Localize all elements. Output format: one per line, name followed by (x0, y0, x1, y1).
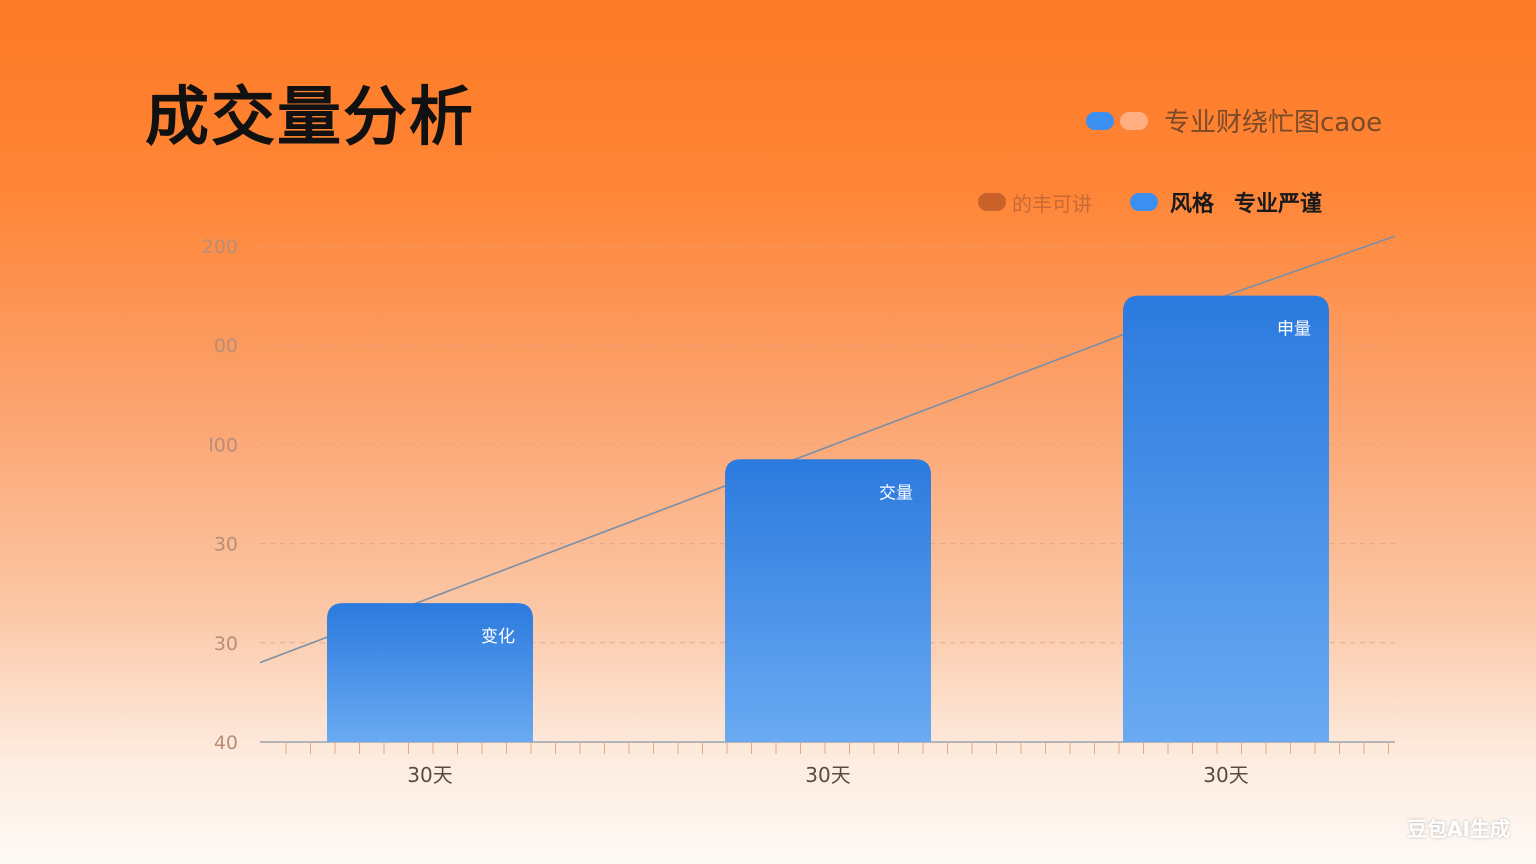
legend-swatch-blue (1086, 111, 1114, 130)
bar (725, 459, 931, 742)
y-tick-label: 30 (214, 534, 238, 556)
y-tick-label: l00 (209, 434, 238, 456)
legend-bottom: 的丰可讲 风格 专业严谨 (978, 186, 1322, 218)
legend-swatch-blue-2 (1130, 193, 1158, 211)
x-category-label: 30天 (805, 763, 850, 787)
bar (1123, 295, 1329, 742)
legend-top: 专业财绕忙图caoe (1086, 102, 1382, 139)
watermark: 豆包AI生成 (1407, 817, 1510, 841)
bar-label: 变化 (481, 627, 515, 647)
x-category-label: 30天 (1203, 763, 1248, 787)
page-title: 成交量分析 (145, 81, 475, 155)
legend-faded-text: 的丰可讲 (1012, 191, 1092, 216)
y-tick-label: 200 (202, 236, 238, 258)
bar-label: 申量 (1277, 320, 1311, 340)
bar (327, 603, 533, 742)
y-tick-label: 40 (214, 732, 238, 754)
legend-swatch-peach (1120, 111, 1148, 130)
x-category-label: 30天 (407, 763, 452, 787)
legend-label-rigorous: 专业严谨 (1234, 192, 1323, 217)
bar-label: 交量 (879, 483, 913, 503)
y-tick-label: 30 (214, 633, 238, 655)
legend-swatch-faded (978, 193, 1006, 211)
y-tick-label: 00 (214, 335, 238, 357)
legend-top-text: 专业财绕忙图caoe (1164, 108, 1383, 138)
legend-label-style: 风格 (1170, 192, 1215, 217)
